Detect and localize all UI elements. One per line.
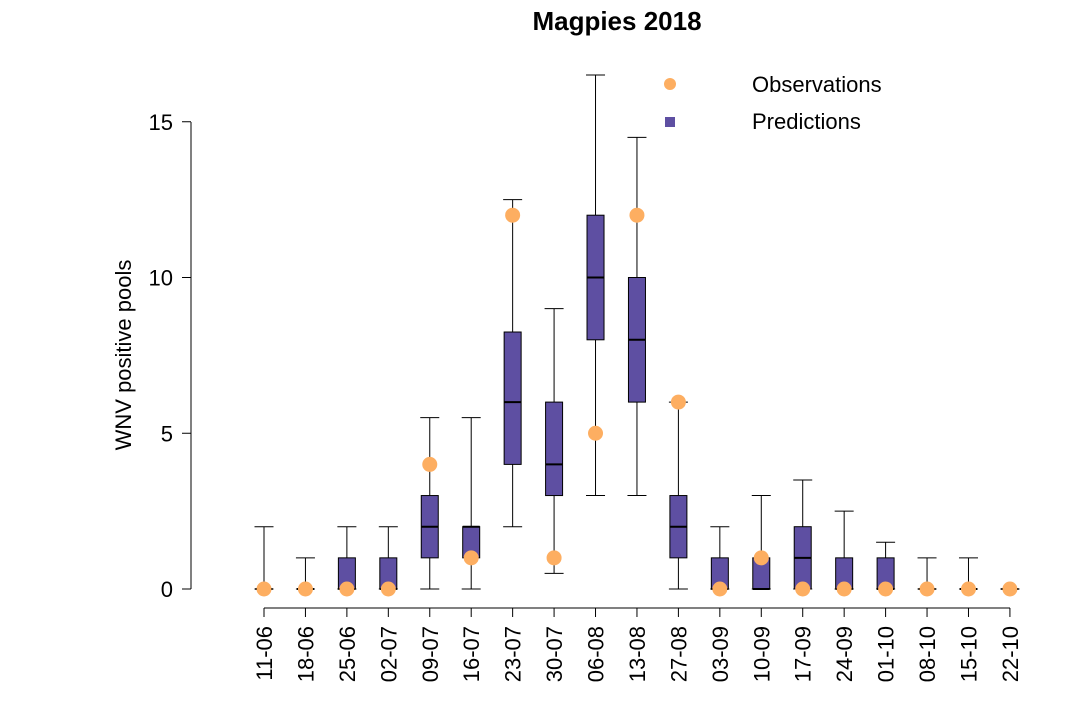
prediction-box-27-08 — [668, 401, 688, 590]
prediction-box-30-07 — [544, 308, 564, 574]
observation-point-15-10 — [960, 581, 976, 597]
x-tick-label: 10-09 — [749, 626, 774, 682]
y-tick-label: 0 — [161, 577, 173, 602]
prediction-box-06-08 — [586, 74, 606, 497]
x-tick-label: 08-10 — [915, 626, 940, 682]
observation-points — [256, 207, 1018, 597]
observation-point-06-08 — [588, 425, 604, 441]
prediction-box-11-06 — [254, 526, 274, 590]
observation-point-18-06 — [297, 581, 313, 597]
y-ticks: 0 5 10 15 — [149, 110, 191, 602]
prediction-box-25-06 — [337, 526, 357, 590]
x-tick-label: 11-06 — [252, 626, 277, 681]
observation-point-09-07 — [422, 456, 438, 472]
x-ticks: 11-06 18-06 25-06 02-07 09-07 16-07 23-07 30-07… — [252, 608, 1023, 682]
observation-point-16-07 — [463, 550, 479, 566]
x-tick-label: 01-10 — [874, 626, 899, 682]
observation-point-02-07 — [380, 581, 396, 597]
prediction-box-09-07 — [420, 417, 440, 590]
observation-point-24-09 — [836, 581, 852, 597]
observation-point-01-10 — [878, 581, 894, 597]
prediction-box-13-08 — [627, 136, 647, 497]
legend: Observations Predictions — [664, 72, 882, 134]
x-tick-label: 02-07 — [376, 626, 401, 682]
y-axis: 0 5 10 15 — [149, 110, 192, 602]
x-tick-label: 03-09 — [708, 626, 733, 682]
x-tick-label: 23-07 — [501, 626, 526, 682]
prediction-box-10-09 — [751, 495, 771, 590]
x-tick-label: 18-06 — [293, 626, 318, 682]
y-tick-label: 5 — [161, 421, 173, 446]
x-tick-label: 30-07 — [542, 626, 567, 682]
prediction-box-03-09 — [710, 526, 730, 590]
legend-observations-label: Observations — [752, 72, 882, 97]
y-tick-label: 10 — [149, 266, 173, 291]
observation-point-30-07 — [546, 550, 562, 566]
observation-point-22-10 — [1002, 581, 1018, 597]
observation-point-10-09 — [753, 550, 769, 566]
legend-observations-marker — [664, 78, 676, 90]
chart-title: Magpies 2018 — [532, 6, 701, 36]
prediction-box-02-07 — [378, 526, 398, 590]
observation-point-13-08 — [629, 207, 645, 223]
observation-point-08-10 — [919, 581, 935, 597]
x-tick-label: 24-09 — [832, 626, 857, 682]
prediction-box-17-09 — [793, 479, 813, 590]
x-tick-label: 09-07 — [418, 626, 443, 682]
y-tick-label: 15 — [149, 110, 173, 135]
legend-predictions-label: Predictions — [752, 109, 861, 134]
observation-point-23-07 — [505, 207, 521, 223]
x-tick-label: 22-10 — [998, 626, 1023, 682]
observation-point-03-09 — [712, 581, 728, 597]
prediction-boxplots — [254, 74, 1020, 590]
x-tick-label: 27-08 — [666, 626, 691, 682]
x-tick-label: 16-07 — [459, 626, 484, 682]
observation-point-27-08 — [670, 394, 686, 410]
observation-point-17-09 — [795, 581, 811, 597]
observation-point-25-06 — [339, 581, 355, 597]
x-tick-label: 17-09 — [791, 626, 816, 682]
legend-predictions-marker — [665, 117, 675, 127]
x-tick-label: 15-10 — [956, 626, 981, 682]
x-tick-label: 25-06 — [335, 626, 360, 682]
prediction-box-23-07 — [503, 199, 523, 528]
observation-point-11-06 — [256, 581, 272, 597]
box-iqr — [545, 401, 564, 497]
x-tick-label: 06-08 — [584, 626, 609, 682]
x-axis: 11-06 18-06 25-06 02-07 09-07 16-07 23-07 30-07… — [252, 607, 1023, 682]
prediction-box-24-09 — [834, 510, 854, 590]
y-axis-label: WNV positive pools — [111, 260, 136, 451]
x-tick-label: 13-08 — [625, 626, 650, 682]
box-iqr — [503, 331, 522, 465]
